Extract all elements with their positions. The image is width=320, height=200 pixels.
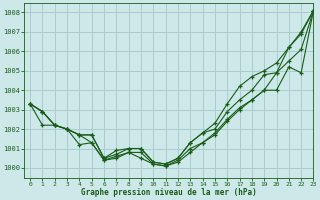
X-axis label: Graphe pression niveau de la mer (hPa): Graphe pression niveau de la mer (hPa) bbox=[81, 188, 257, 197]
